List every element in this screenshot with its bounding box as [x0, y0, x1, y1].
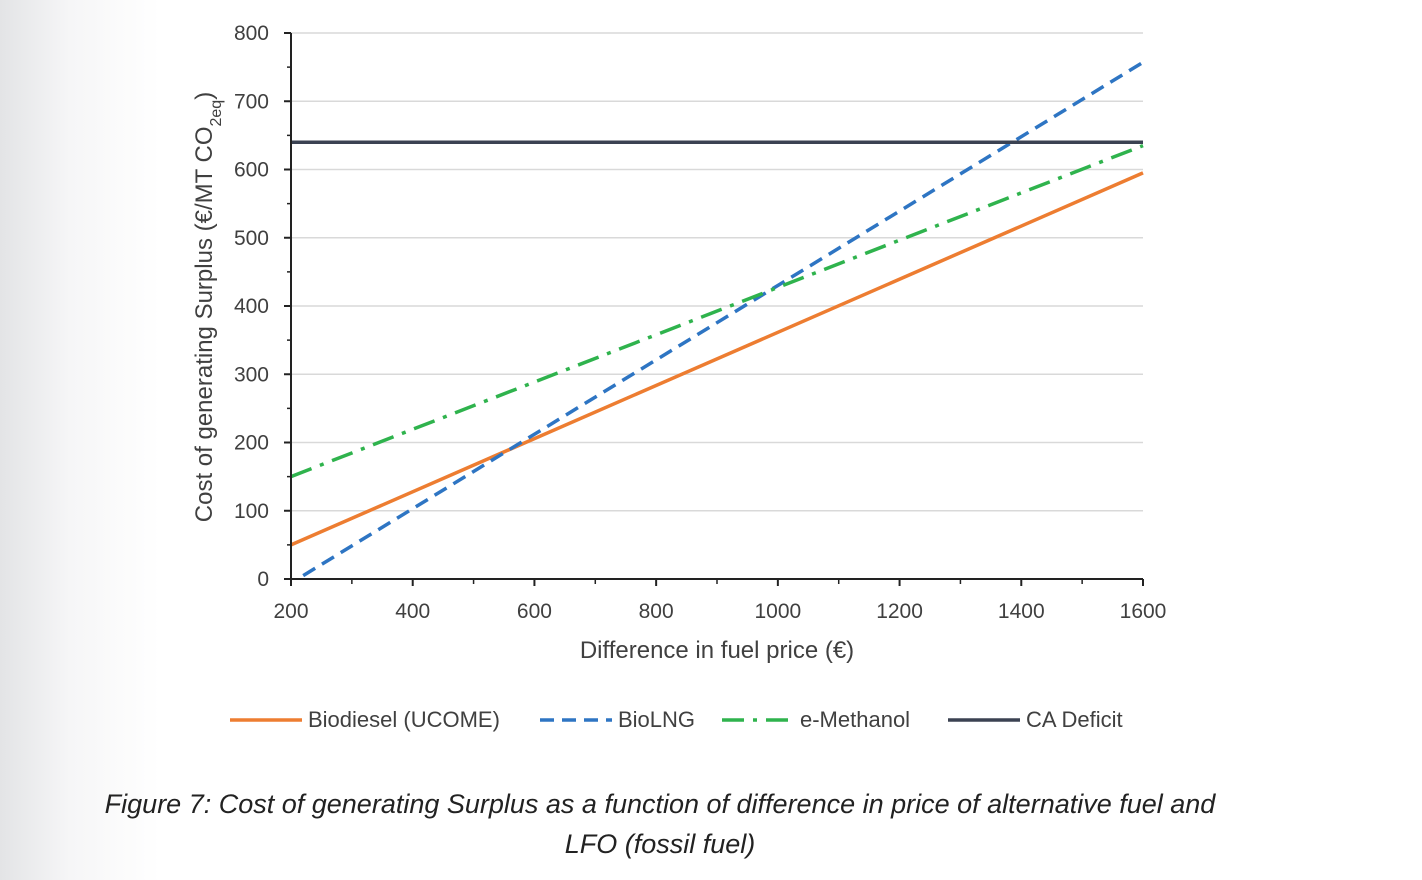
y-tick-label-200: 200: [234, 432, 269, 455]
y-tick-label-100: 100: [234, 500, 269, 523]
y-tick-label-0: 0: [257, 568, 269, 591]
series-layer: [290, 60, 1144, 578]
y-axis-title-close: ): [191, 92, 218, 100]
legend-swatch-emethanol: [722, 718, 794, 722]
grid: [291, 32, 1143, 512]
y-tick-label-700: 700: [234, 90, 269, 113]
legend-label-biolng: BioLNG: [618, 707, 696, 732]
x-tick-label-1200: 1200: [876, 600, 923, 623]
x-tick-label-200: 200: [273, 600, 308, 623]
legend-item-emethanol: e-Methanol: [722, 700, 910, 740]
tick-labels: 0 100 200 300 400 500 600 700 800 200 400 600 800 100…: [234, 22, 1166, 623]
axes: [284, 32, 1144, 586]
legend-swatch-biodiesel: [230, 718, 302, 722]
x-tick-label-600: 600: [517, 600, 552, 623]
x-tick-label-1600: 1600: [1120, 600, 1167, 623]
legend-label-biodiesel: Biodiesel (UCOME): [308, 707, 500, 732]
legend-label-emethanol: e-Methanol: [800, 707, 911, 732]
legend-swatch-biolng: [540, 718, 612, 722]
x-tick-label-400: 400: [395, 600, 430, 623]
figure-caption-line-1: Figure 7: Cost of generating Surplus as …: [104, 789, 1216, 819]
legend-item-biolng: BioLNG: [540, 700, 695, 740]
y-axis-title-main: Cost of generating Surplus (€/MT CO: [191, 126, 218, 522]
series-line-biolng: [302, 60, 1144, 578]
figure-caption-line-2: LFO (fossil fuel): [564, 829, 756, 859]
legend-label-ca-deficit: CA Deficit: [1026, 707, 1123, 732]
series-line-e-methanol: [290, 143, 1144, 479]
x-tick-label-1000: 1000: [754, 600, 801, 623]
y-tick-label-500: 500: [234, 227, 269, 250]
x-axis-title: Difference in fuel price (€): [580, 637, 854, 664]
y-axis-title-subscript: 2eq: [208, 100, 225, 127]
x-tick-label-1400: 1400: [998, 600, 1045, 623]
legend: Biodiesel (UCOME) BioLNG e-Methanol CA D…: [0, 700, 1422, 740]
legend-swatch-ca-deficit: [948, 718, 1020, 722]
legend-item-ca-deficit: CA Deficit: [948, 700, 1123, 740]
x-tick-label-800: 800: [639, 600, 674, 623]
y-tick-label-400: 400: [234, 295, 269, 318]
y-tick-label-800: 800: [234, 22, 269, 45]
series-line-biodiesel-ucome: [290, 171, 1144, 547]
legend-item-biodiesel: Biodiesel (UCOME): [230, 700, 500, 740]
y-tick-label-600: 600: [234, 159, 269, 182]
y-tick-label-300: 300: [234, 363, 269, 386]
line-chart: 0 100 200 300 400 500 600 700 800 200 400 600 800 100…: [191, 22, 1166, 664]
y-axis-title: Cost of generating Surplus (€/MT CO2eq): [191, 92, 225, 522]
figure-caption: Figure 7: Cost of generating Surplus as …: [0, 784, 1320, 864]
